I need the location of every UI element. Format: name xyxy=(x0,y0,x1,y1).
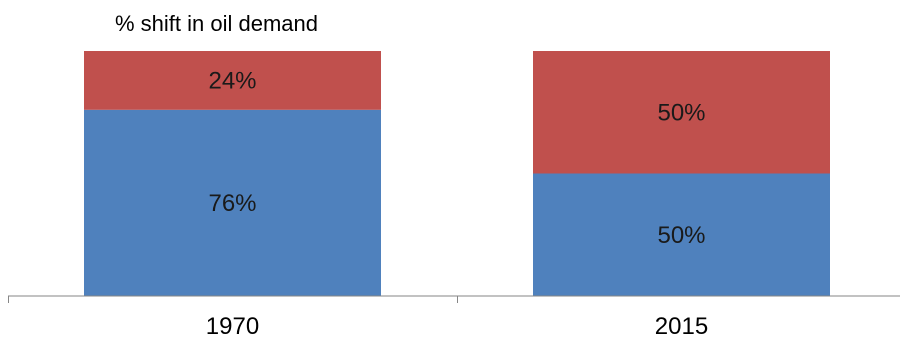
data-label-1970-2: 24% xyxy=(208,67,256,94)
x-tick-label-2015: 2015 xyxy=(655,313,708,340)
data-label-2015-1: 50% xyxy=(657,222,705,249)
bar-segment-2015-2 xyxy=(533,51,830,174)
bar-segment-2015-1 xyxy=(533,173,830,296)
bar-segment-1970-1 xyxy=(84,109,381,296)
x-axis: 1970 2015 xyxy=(8,295,900,340)
data-label-2015-2: 50% xyxy=(657,99,705,126)
data-labels-group: 76% 24% 50% 50% xyxy=(208,67,705,248)
bar-segment-1970-2 xyxy=(84,51,381,110)
chart-title: % shift in oil demand xyxy=(115,11,318,36)
bars-group xyxy=(84,51,830,296)
data-label-1970-1: 76% xyxy=(208,190,256,217)
x-tick-label-1970: 1970 xyxy=(206,313,259,340)
